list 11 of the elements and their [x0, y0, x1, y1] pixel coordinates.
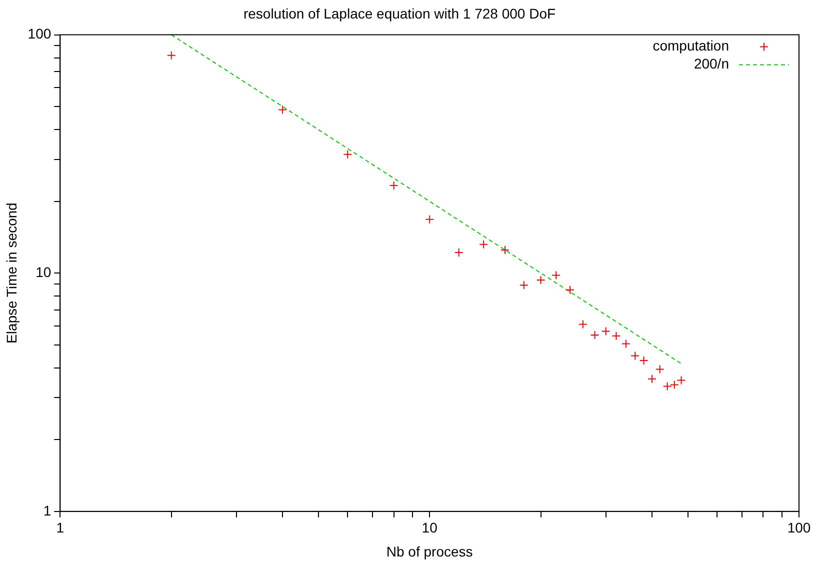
chart-title: resolution of Laplace equation with 1 728 000 DoF — [243, 5, 556, 22]
y-tick-label: 10 — [36, 264, 52, 280]
x-tick-label: 1 — [56, 520, 64, 536]
y-tick-label: 1 — [43, 502, 52, 518]
x-axis-title: Nb of process — [386, 543, 473, 560]
y-tick-label: 100 — [28, 26, 52, 42]
y-axis-title: Elapse Time in second — [3, 202, 20, 344]
x-tick-label: 10 — [422, 520, 438, 536]
legend-label: computation — [652, 38, 729, 54]
x-tick-label: 100 — [787, 520, 811, 536]
legend-label: 200/n — [694, 56, 729, 72]
